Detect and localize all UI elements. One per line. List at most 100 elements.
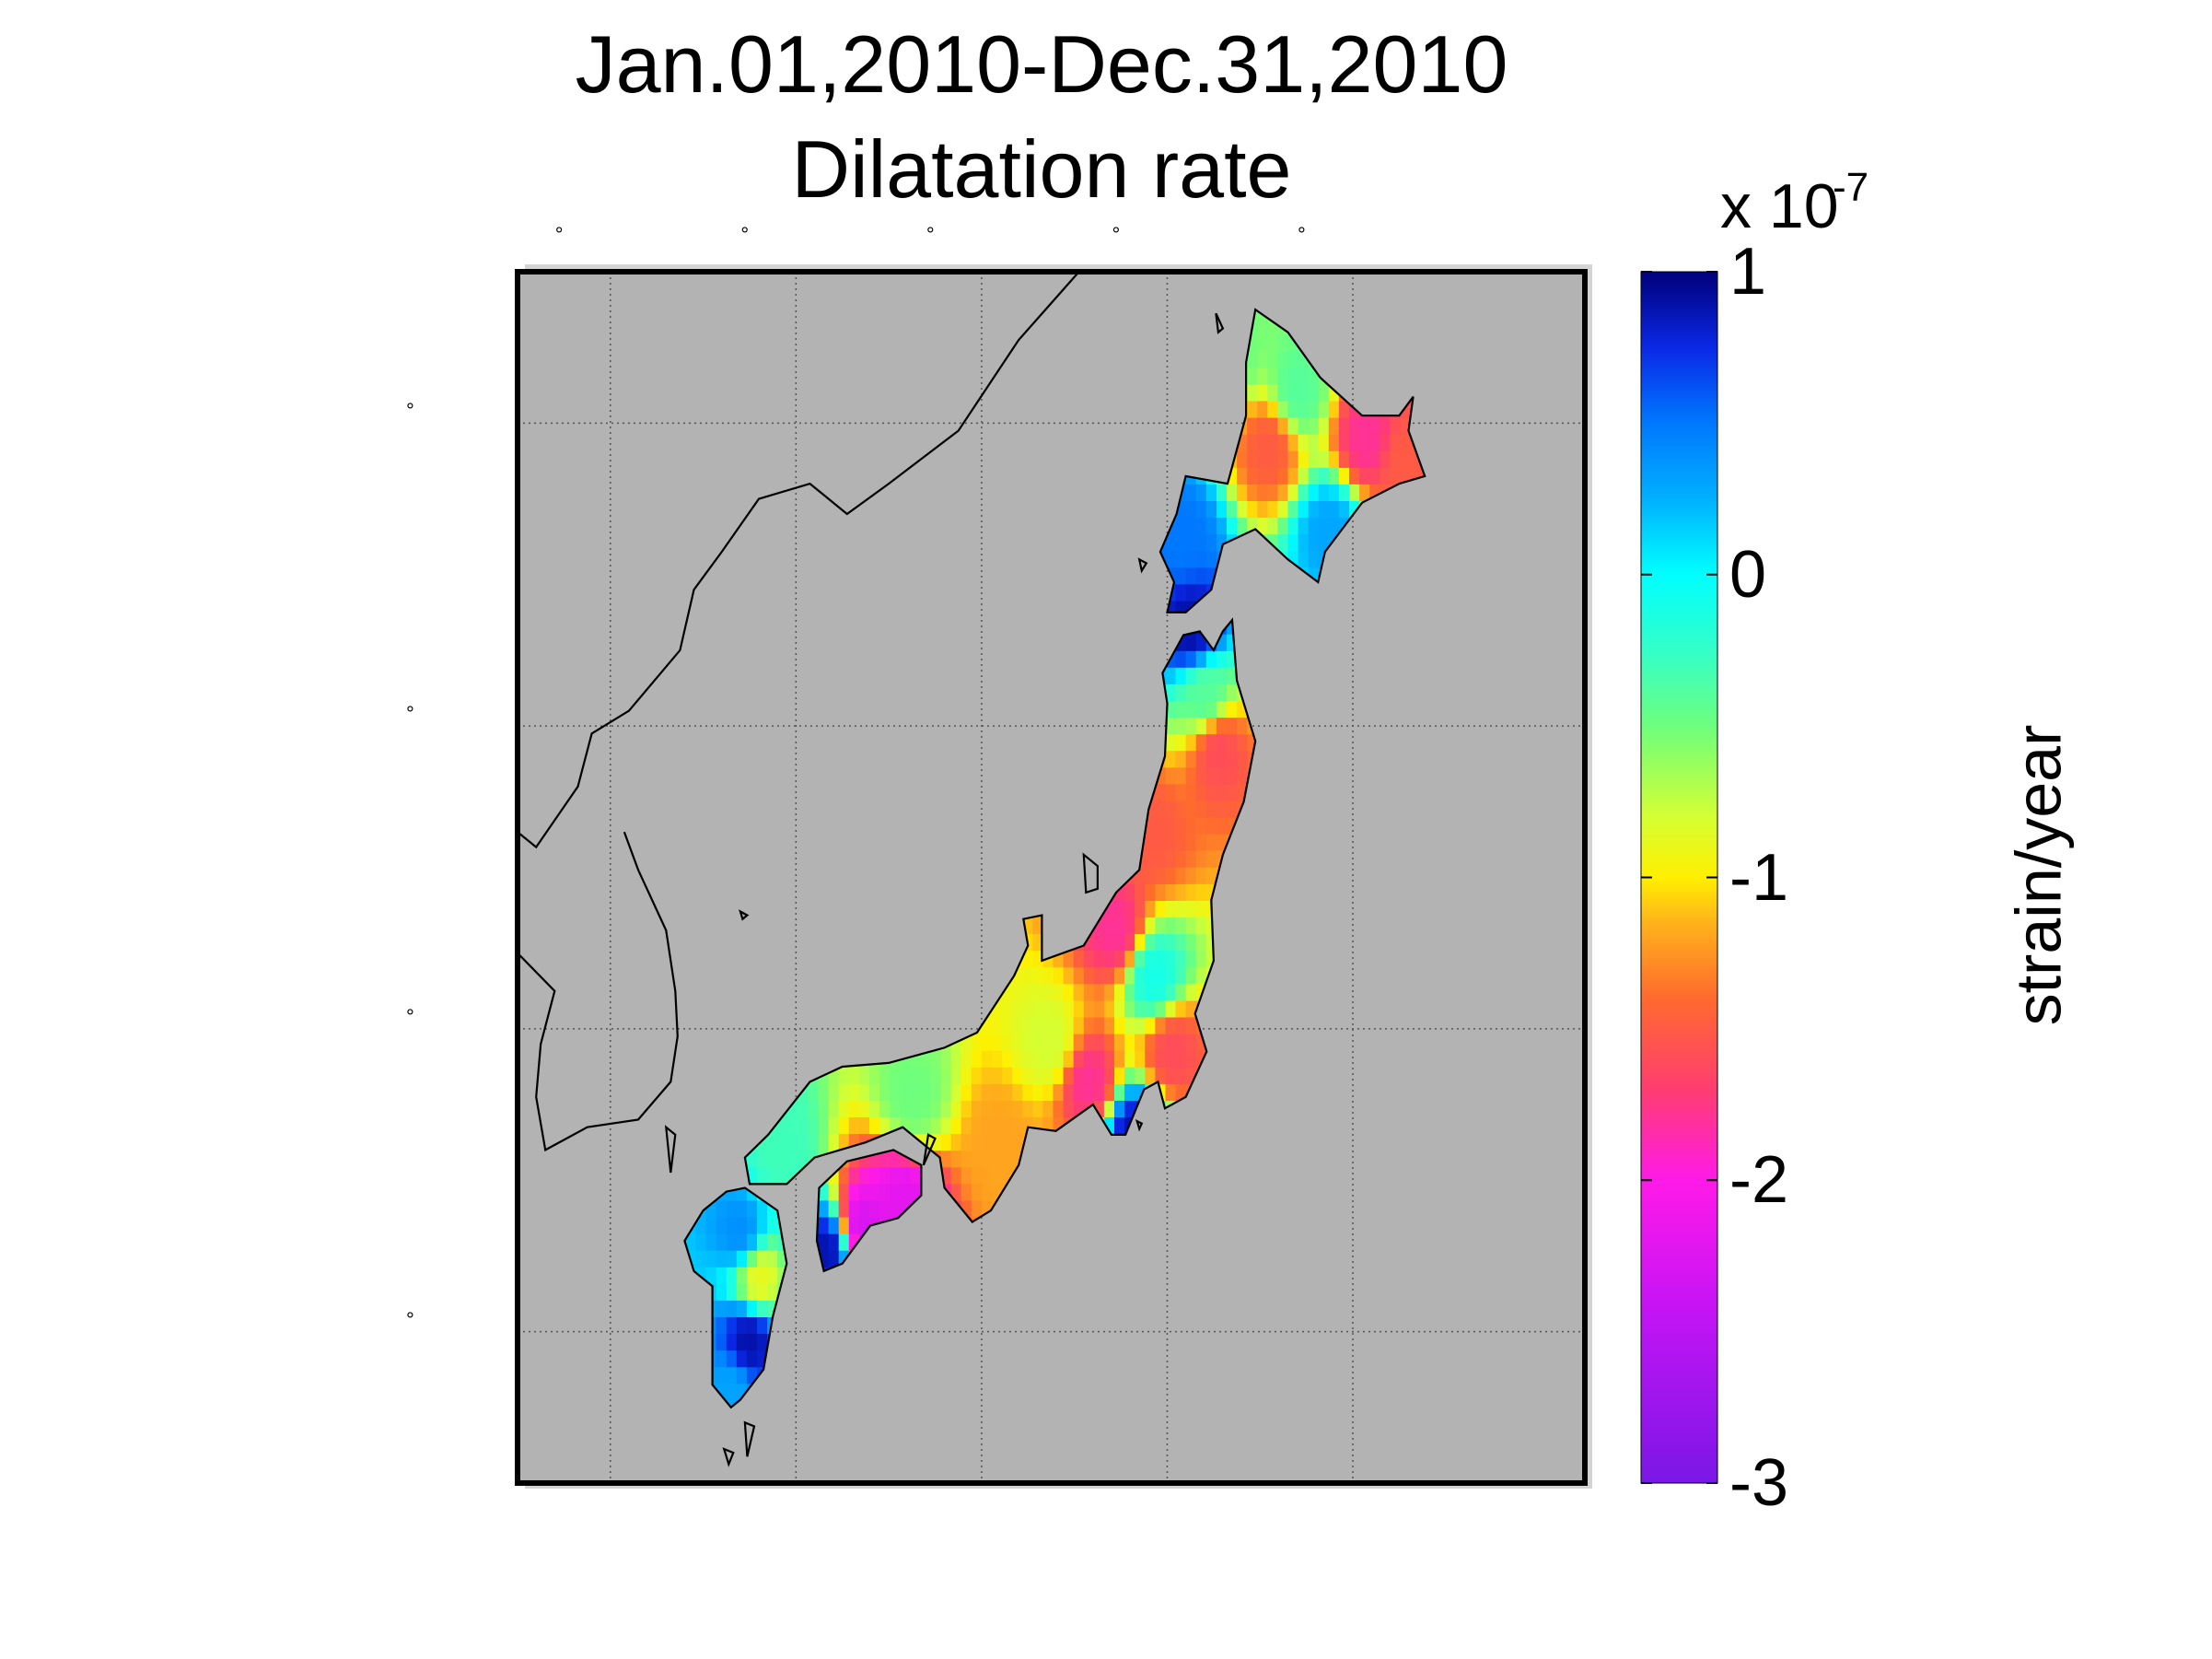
strain-cell <box>1145 917 1157 935</box>
strain-cell <box>1083 1016 1095 1034</box>
strain-cell <box>746 1249 758 1268</box>
strain-cell <box>900 1199 912 1218</box>
strain-cell <box>1002 1049 1013 1068</box>
strain-cell <box>1318 484 1330 501</box>
strain-cell <box>1287 367 1299 385</box>
strain-cell <box>1298 484 1310 501</box>
strain-cell <box>1042 1067 1054 1084</box>
strain-cell <box>1185 966 1197 985</box>
strain-cell <box>838 1199 850 1218</box>
strain-cell <box>1205 649 1217 668</box>
strain-cell <box>1227 816 1238 835</box>
strain-cell <box>1002 1083 1013 1101</box>
strain-cell <box>1328 484 1340 501</box>
strain-cell <box>1308 416 1320 435</box>
strain-cell <box>1195 1049 1207 1068</box>
strain-cell <box>1185 683 1197 701</box>
strain-cell <box>1237 766 1248 785</box>
strain-cell <box>726 1199 738 1218</box>
strain-cell <box>1135 983 1147 1001</box>
strain-cell <box>1002 1016 1013 1034</box>
strain-cell <box>746 1316 758 1335</box>
strain-cell <box>960 1033 972 1051</box>
strain-cell <box>1114 1016 1125 1034</box>
strain-cell <box>1042 966 1054 985</box>
strain-cell <box>1012 1016 1024 1034</box>
graticule <box>518 272 1585 1483</box>
strain-cell <box>828 1083 840 1101</box>
strain-cell <box>1175 500 1187 519</box>
strain-cell <box>1165 1016 1177 1034</box>
strain-cell <box>1267 333 1279 352</box>
strain-cell <box>1012 983 1024 1001</box>
strain-cell <box>1145 1033 1157 1051</box>
strain-cell <box>950 1166 962 1185</box>
strain-cell <box>1175 533 1187 552</box>
strain-cell <box>971 1049 983 1068</box>
strain-cell <box>1032 1083 1044 1101</box>
strain-cell <box>1287 500 1299 519</box>
strain-cell <box>950 1116 962 1135</box>
strain-cell <box>1083 999 1095 1018</box>
strain-cell <box>1093 1033 1105 1051</box>
strain-cell <box>818 1116 830 1135</box>
strain-cell <box>1063 1083 1075 1101</box>
strain-cell <box>1175 983 1187 1001</box>
strain-cell <box>818 1199 830 1218</box>
strain-cell <box>1298 533 1310 552</box>
strain-cell <box>1237 433 1248 451</box>
strain-cell <box>1237 467 1248 485</box>
strain-cell <box>1227 750 1238 768</box>
strain-cell <box>1205 700 1217 719</box>
strain-cell <box>818 1249 830 1268</box>
strain-cell <box>1205 533 1217 552</box>
strain-cell <box>1257 467 1269 485</box>
strain-cell <box>1145 800 1157 818</box>
strain-cell <box>1145 966 1157 985</box>
strain-cell <box>1185 567 1197 585</box>
strain-cell <box>1135 900 1147 918</box>
strain-cell <box>1175 766 1187 785</box>
strain-cell <box>1135 933 1147 952</box>
strain-cell <box>1124 1100 1135 1117</box>
strain-cell <box>1287 400 1299 418</box>
strain-cell <box>1287 350 1299 368</box>
strain-cell <box>1002 1067 1013 1084</box>
strain-cell <box>1175 800 1187 818</box>
strain-cell <box>1195 683 1207 701</box>
strain-cell <box>1012 1033 1024 1051</box>
strain-cell <box>1145 950 1157 968</box>
strain-cell <box>1267 433 1279 451</box>
strain-cell <box>705 1233 717 1251</box>
strain-cell <box>1083 1033 1095 1051</box>
strain-cell <box>1195 816 1207 835</box>
strain-cell <box>1032 999 1044 1018</box>
strain-cell <box>1185 1067 1197 1084</box>
strain-cell <box>1237 517 1248 535</box>
strain-cell <box>1032 1116 1044 1135</box>
strain-cell <box>1135 1083 1147 1101</box>
strain-cell <box>950 1133 962 1151</box>
strain-cell <box>1298 383 1310 402</box>
strain-cell <box>858 1216 870 1234</box>
strain-cell <box>1124 983 1135 1001</box>
strain-cell <box>1022 950 1034 968</box>
strain-cell <box>1185 883 1197 901</box>
strain-cell <box>1124 917 1135 935</box>
strain-cell <box>940 1100 952 1117</box>
strain-cell <box>1247 400 1259 418</box>
strain-cell <box>1175 1067 1187 1084</box>
strain-cell <box>940 1166 952 1185</box>
strain-cell <box>777 1249 789 1268</box>
strain-cell <box>808 1100 820 1117</box>
strain-cell <box>1002 1133 1013 1151</box>
strain-cell <box>1175 783 1187 801</box>
strain-cell <box>910 1116 922 1135</box>
strain-cell <box>1257 317 1269 335</box>
strain-cell <box>858 1067 870 1084</box>
strain-cell <box>736 1383 748 1401</box>
strain-cell <box>705 1249 717 1268</box>
strain-cell <box>920 1116 932 1135</box>
strain-cell <box>1114 1116 1125 1135</box>
strain-cell <box>992 1183 1003 1201</box>
